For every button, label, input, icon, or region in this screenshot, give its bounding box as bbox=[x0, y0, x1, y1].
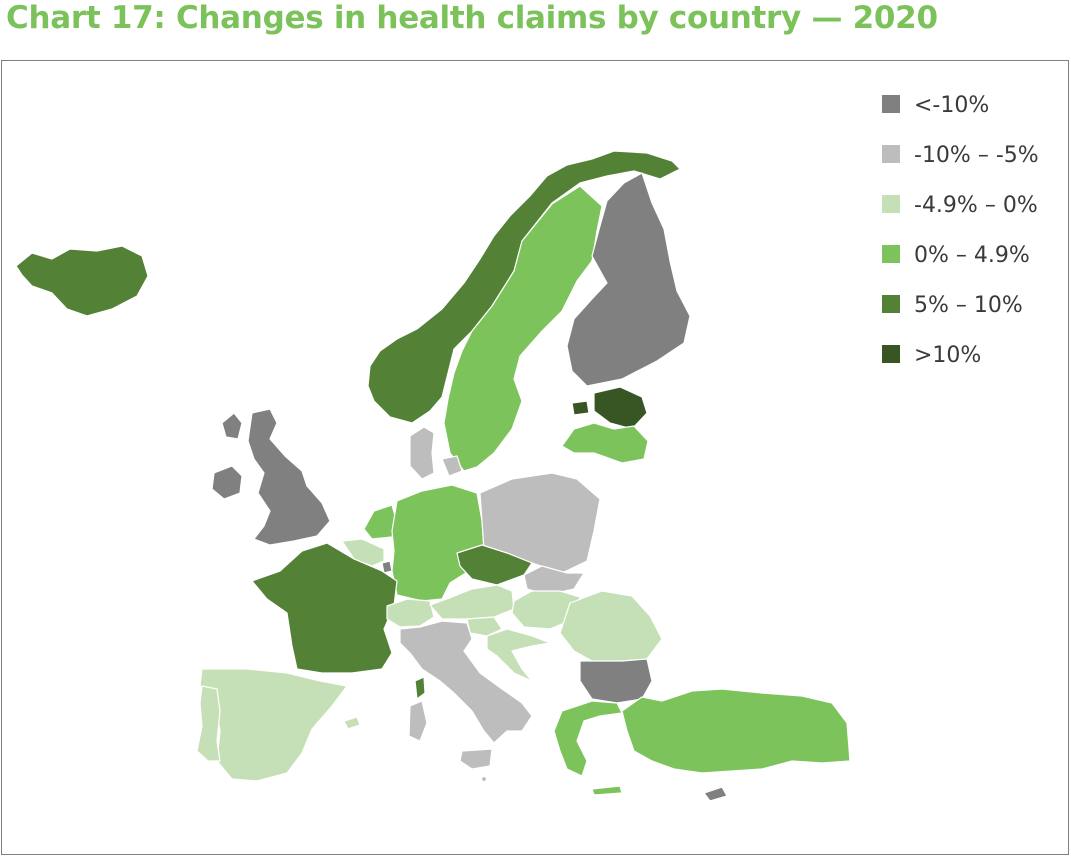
region-estonia-island bbox=[571, 400, 590, 416]
legend-swatch bbox=[882, 345, 900, 363]
legend-swatch bbox=[882, 95, 900, 113]
legend-swatch bbox=[882, 245, 900, 263]
region-denmark bbox=[409, 426, 435, 480]
region-latvia bbox=[561, 422, 649, 464]
region-balearic bbox=[343, 716, 361, 730]
region-malta bbox=[480, 775, 488, 783]
legend: <-10% -10% – -5% -4.9% – 0% 0% – 4.9% 5%… bbox=[882, 93, 1039, 368]
region-sicily bbox=[459, 748, 493, 770]
legend-item-5: >10% bbox=[882, 343, 981, 368]
region-denmark-zealand bbox=[441, 455, 463, 477]
region-bulgaria bbox=[579, 658, 653, 704]
legend-item-1: -10% – -5% bbox=[882, 143, 1039, 168]
chart-title: Chart 17: Changes in health claims by co… bbox=[6, 0, 938, 36]
region-romania bbox=[559, 590, 663, 662]
region-portugal bbox=[196, 685, 221, 762]
region-greece bbox=[553, 700, 623, 777]
legend-label: -10% – -5% bbox=[914, 143, 1039, 168]
region-ireland bbox=[211, 465, 243, 500]
legend-item-0: <-10% bbox=[882, 93, 989, 118]
legend-item-2: -4.9% – 0% bbox=[882, 193, 1038, 218]
region-spain bbox=[199, 668, 348, 782]
legend-label: -4.9% – 0% bbox=[914, 193, 1038, 218]
region-sweden bbox=[443, 185, 603, 472]
region-uk bbox=[247, 408, 331, 546]
legend-label: 5% – 10% bbox=[914, 293, 1023, 318]
europe-map: <-10% -10% – -5% -4.9% – 0% 0% – 4.9% 5%… bbox=[15, 93, 1039, 802]
region-luxembourg bbox=[381, 560, 393, 574]
region-crete bbox=[591, 785, 623, 796]
legend-label: 0% – 4.9% bbox=[914, 243, 1030, 268]
region-uk-hebrides bbox=[221, 412, 243, 440]
legend-label: <-10% bbox=[914, 93, 989, 118]
region-sardinia bbox=[408, 700, 428, 742]
legend-swatch bbox=[882, 295, 900, 313]
region-slovakia bbox=[523, 565, 585, 596]
region-finland bbox=[566, 172, 691, 387]
region-cyprus bbox=[703, 786, 728, 802]
region-iceland bbox=[15, 245, 149, 317]
region-france bbox=[251, 542, 398, 674]
region-switzerland bbox=[386, 598, 435, 628]
map-frame: <-10% -10% – -5% -4.9% – 0% 0% – 4.9% 5%… bbox=[1, 60, 1069, 855]
region-turkey bbox=[621, 688, 851, 774]
legend-label: >10% bbox=[914, 343, 981, 368]
region-italy bbox=[399, 620, 533, 744]
legend-item-4: 5% – 10% bbox=[882, 293, 1023, 318]
legend-item-3: 0% – 4.9% bbox=[882, 243, 1030, 268]
region-corsica bbox=[414, 676, 426, 700]
region-austria bbox=[429, 584, 515, 620]
region-croatia bbox=[486, 628, 551, 682]
legend-swatch bbox=[882, 195, 900, 213]
region-estonia bbox=[593, 386, 648, 430]
region-germany bbox=[391, 484, 485, 602]
legend-swatch bbox=[882, 145, 900, 163]
